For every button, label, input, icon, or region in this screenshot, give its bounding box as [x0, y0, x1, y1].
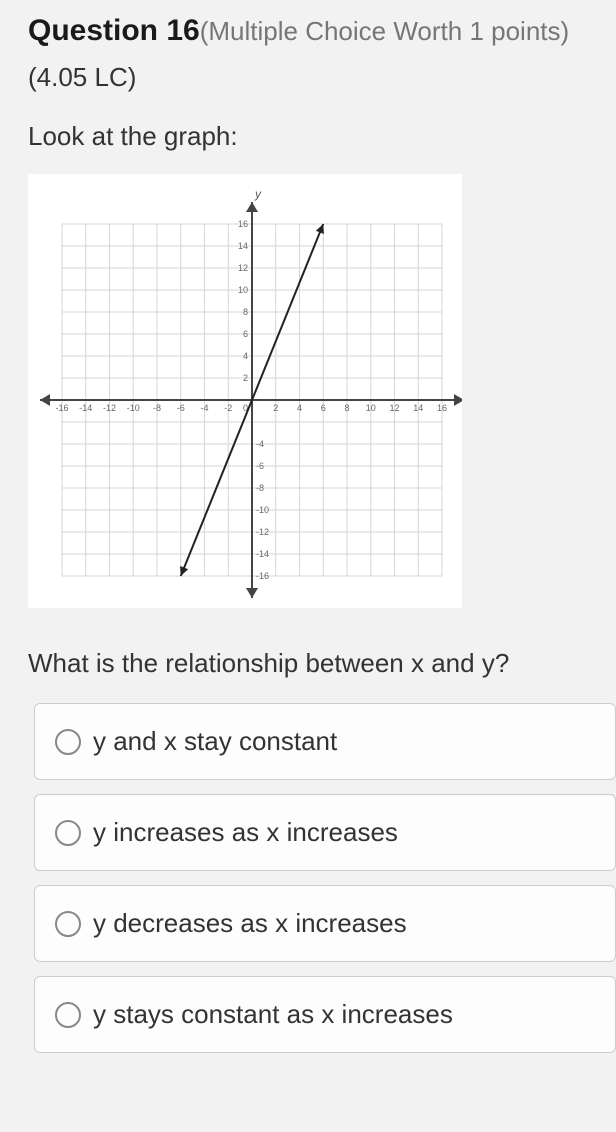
- svg-text:-14: -14: [79, 403, 92, 413]
- svg-text:-4: -4: [200, 403, 208, 413]
- svg-text:2: 2: [243, 373, 248, 383]
- options-list: y and x stay constant y increases as x i…: [28, 703, 616, 1053]
- svg-text:16: 16: [437, 403, 447, 413]
- svg-text:y: y: [254, 187, 262, 201]
- option-a[interactable]: y and x stay constant: [34, 703, 616, 780]
- option-label: y stays constant as x increases: [93, 999, 453, 1030]
- radio-icon: [55, 820, 81, 846]
- svg-text:-16: -16: [256, 571, 269, 581]
- svg-text:-6: -6: [256, 461, 264, 471]
- svg-text:16: 16: [238, 219, 248, 229]
- chart-svg: -16 -14 -12 -10 -8 -6 -4 -2 2 4 6 8 10 12 14 16 2 4 6 8 10 12…: [28, 174, 462, 608]
- svg-text:14: 14: [413, 403, 423, 413]
- graph-figure: -16 -14 -12 -10 -8 -6 -4 -2 2 4 6 8 10 12 14 16 2 4 6 8 10 12…: [28, 174, 462, 608]
- svg-text:-8: -8: [256, 483, 264, 493]
- question-header: Question 16(Multiple Choice Worth 1 poin…: [28, 14, 616, 48]
- svg-text:4: 4: [297, 403, 302, 413]
- radio-icon: [55, 1002, 81, 1028]
- svg-text:-2: -2: [224, 403, 232, 413]
- svg-text:6: 6: [321, 403, 326, 413]
- question-number: Question 16: [28, 14, 200, 47]
- svg-text:12: 12: [238, 263, 248, 273]
- option-label: y and x stay constant: [93, 726, 337, 757]
- svg-text:10: 10: [366, 403, 376, 413]
- option-label: y decreases as x increases: [93, 908, 407, 939]
- svg-text:-14: -14: [256, 549, 269, 559]
- svg-text:6: 6: [243, 329, 248, 339]
- svg-text:2: 2: [273, 403, 278, 413]
- svg-text:-12: -12: [256, 527, 269, 537]
- svg-text:-4: -4: [256, 439, 264, 449]
- option-c[interactable]: y decreases as x increases: [34, 885, 616, 962]
- svg-text:8: 8: [344, 403, 349, 413]
- svg-text:-10: -10: [256, 505, 269, 515]
- svg-text:-6: -6: [177, 403, 185, 413]
- svg-text:12: 12: [389, 403, 399, 413]
- question-meta: (Multiple Choice Worth 1 points): [200, 16, 569, 46]
- radio-icon: [55, 911, 81, 937]
- question-text: What is the relationship between x and y…: [28, 648, 616, 679]
- question-code: (4.05 LC): [28, 62, 616, 93]
- svg-text:4: 4: [243, 351, 248, 361]
- svg-text:14: 14: [238, 241, 248, 251]
- svg-text:-12: -12: [103, 403, 116, 413]
- svg-text:-8: -8: [153, 403, 161, 413]
- svg-text:-16: -16: [55, 403, 68, 413]
- svg-text:10: 10: [238, 285, 248, 295]
- question-prompt: Look at the graph:: [28, 121, 616, 152]
- option-b[interactable]: y increases as x increases: [34, 794, 616, 871]
- radio-icon: [55, 729, 81, 755]
- svg-text:-10: -10: [127, 403, 140, 413]
- svg-text:8: 8: [243, 307, 248, 317]
- option-label: y increases as x increases: [93, 817, 398, 848]
- option-d[interactable]: y stays constant as x increases: [34, 976, 616, 1053]
